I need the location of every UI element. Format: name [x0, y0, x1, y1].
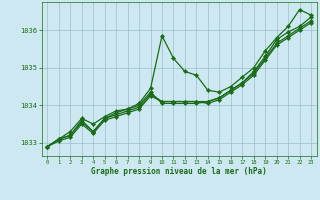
X-axis label: Graphe pression niveau de la mer (hPa): Graphe pression niveau de la mer (hPa) — [91, 167, 267, 176]
